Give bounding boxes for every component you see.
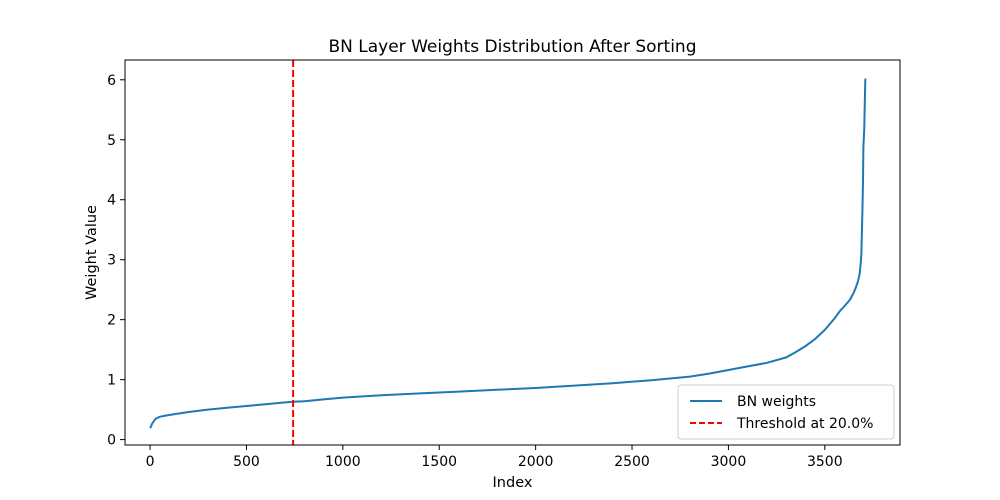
x-tick-label: 0 — [146, 454, 155, 470]
y-axis-label: Weight Value — [84, 205, 100, 300]
legend: BN weights Threshold at 20.0% — [677, 384, 895, 440]
y-tick-label: 1 — [107, 373, 116, 389]
x-tick-label: 1500 — [421, 454, 457, 470]
y-tick-label: 4 — [107, 193, 116, 209]
y-tick-label: 5 — [107, 133, 116, 149]
x-tick-label: 2500 — [614, 454, 650, 470]
legend-label-bn-weights: BN weights — [737, 394, 816, 410]
x-tick-label: 500 — [233, 454, 260, 470]
chart-title: BN Layer Weights Distribution After Sort… — [328, 37, 696, 57]
y-tick-label: 3 — [107, 253, 116, 269]
chart-marks — [149, 60, 867, 445]
x-axis-label: Index — [493, 475, 533, 491]
legend-label-threshold: Threshold at 20.0% — [736, 416, 873, 432]
y-tick-label: 2 — [107, 313, 116, 329]
x-tick-label: 3500 — [807, 454, 843, 470]
x-tick-label: 3000 — [711, 454, 747, 470]
x-axis-ticks: 0 500 1000 1500 2000 2500 3000 3500 — [146, 445, 843, 470]
plot-area — [125, 60, 900, 445]
y-tick-label: 0 — [107, 433, 116, 449]
legend-box — [677, 384, 895, 440]
x-tick-label: 1000 — [325, 454, 361, 470]
plot-frame — [124, 59, 901, 446]
y-axis-ticks: 0 1 2 3 4 5 6 — [107, 73, 125, 449]
y-tick-label: 6 — [107, 73, 116, 89]
series-line-0 — [149, 78, 867, 429]
x-tick-label: 2000 — [518, 454, 554, 470]
